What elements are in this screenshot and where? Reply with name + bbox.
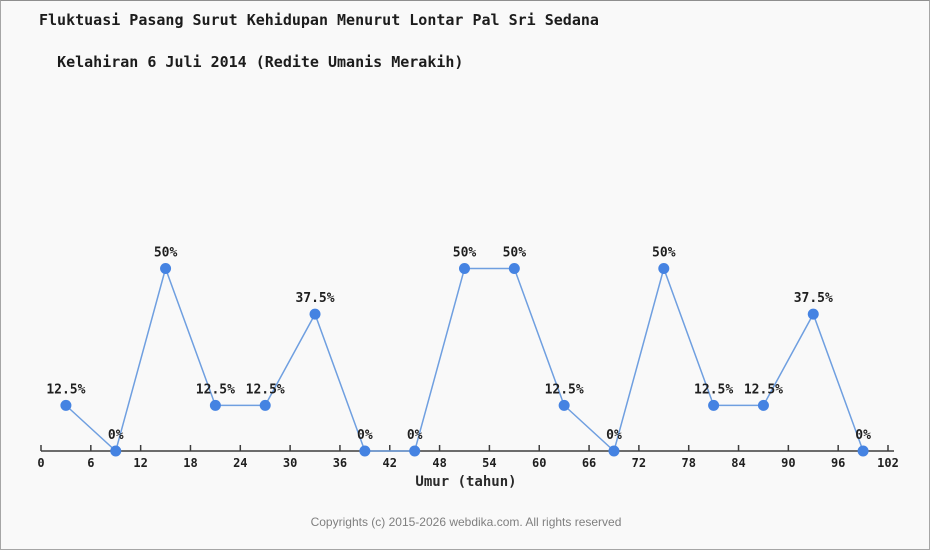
data-point-marker (259, 399, 271, 411)
x-tick-label: 18 (183, 456, 197, 470)
data-point-label: 37.5% (794, 291, 833, 306)
data-point-label: 0% (357, 428, 373, 443)
data-point-label: 50% (154, 246, 178, 261)
data-point-label: 12.5% (694, 382, 733, 397)
x-tick-label: 24 (233, 456, 247, 470)
footer-copyright: Copyrights (c) 2015-2026 webdika.com. Al… (310, 515, 622, 529)
data-point-label: 37.5% (295, 291, 334, 306)
data-point-marker (160, 263, 172, 274)
data-point-marker (409, 445, 421, 457)
data-point-label: 12.5% (46, 382, 85, 397)
data-point-label: 50% (453, 246, 477, 261)
chart-title-line2: Kelahiran 6 Juli 2014 (Redite Umanis Mer… (57, 53, 464, 71)
chart-title: Fluktuasi Pasang Surut Kehidupan Menurut… (39, 10, 599, 73)
x-axis-label: Umur (tahun) (415, 474, 517, 490)
data-point-marker (807, 308, 819, 320)
x-tick-label: 12 (133, 456, 147, 470)
data-point-marker (209, 399, 221, 411)
data-point-label: 12.5% (545, 382, 584, 397)
data-point-marker (359, 445, 371, 457)
data-point-label: 0% (407, 428, 423, 443)
x-tick-label: 72 (632, 456, 646, 470)
data-point-label: 0% (108, 428, 124, 443)
data-point-marker (110, 445, 122, 457)
data-point-label: 0% (606, 428, 622, 443)
x-tick-label: 90 (781, 456, 795, 470)
data-point-label: 0% (855, 428, 871, 443)
data-point-label: 50% (652, 246, 676, 261)
x-tick-label: 0 (37, 456, 44, 470)
x-tick-label: 78 (681, 456, 695, 470)
data-point-label: 12.5% (744, 382, 783, 397)
series-line (65, 266, 864, 453)
x-tick-label: 60 (532, 456, 546, 470)
data-point-marker (757, 399, 769, 411)
x-tick-label: 66 (582, 456, 596, 470)
data-point-marker (309, 308, 321, 320)
data-point-label: 50% (503, 246, 527, 261)
data-point-marker (608, 445, 620, 457)
data-point-marker (708, 399, 720, 411)
x-tick-label: 84 (731, 456, 745, 470)
x-tick-label: 102 (877, 456, 899, 470)
x-tick-label: 96 (831, 456, 845, 470)
x-tick-label: 36 (333, 456, 347, 470)
data-point-marker (459, 263, 470, 274)
x-tick-label: 48 (432, 456, 446, 470)
data-point-marker (60, 399, 72, 411)
data-point-label: 12.5% (196, 382, 235, 397)
data-point-label: 12.5% (246, 382, 285, 397)
data-point-marker (658, 263, 670, 274)
x-tick-label: 30 (283, 456, 297, 470)
chart-title-line1: Fluktuasi Pasang Surut Kehidupan Menurut… (39, 11, 599, 29)
data-point-marker (558, 399, 570, 411)
x-tick-label: 54 (482, 456, 496, 470)
x-tick-label: 42 (383, 456, 397, 470)
data-point-marker (857, 445, 869, 457)
x-tick-label: 6 (87, 456, 94, 470)
data-point-marker (508, 263, 520, 274)
